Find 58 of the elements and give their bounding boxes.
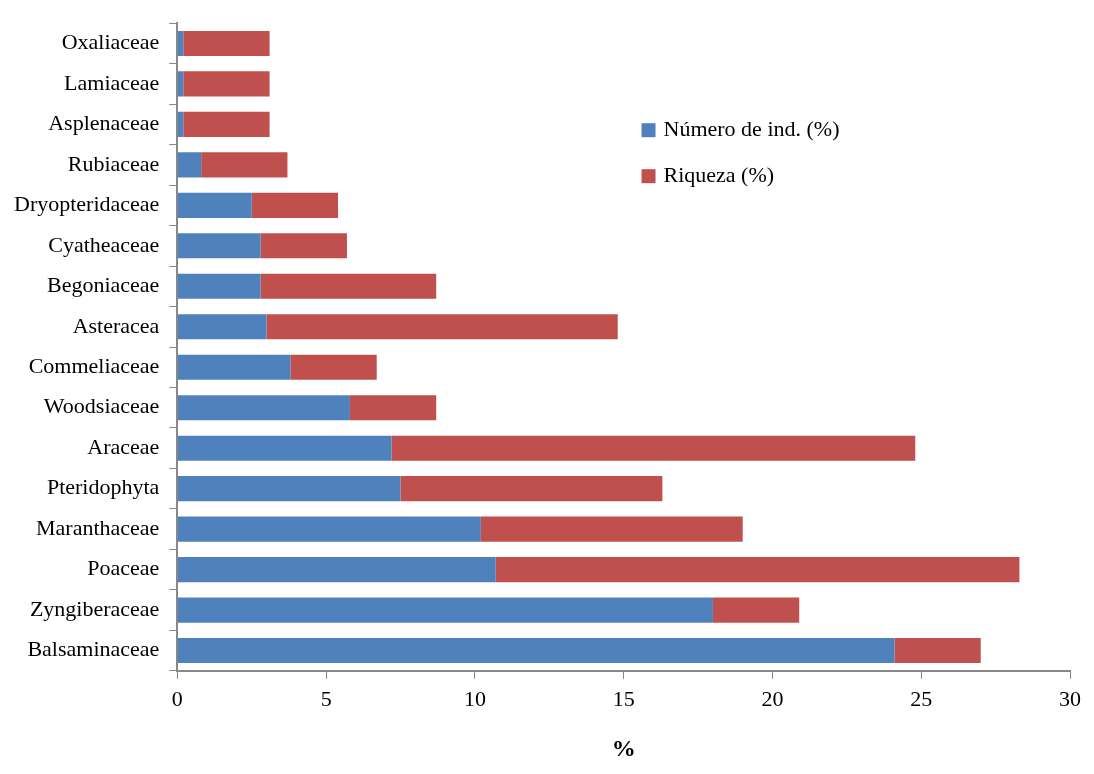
bar [177, 71, 184, 97]
bar [177, 273, 261, 299]
x-tick-label: 10 [463, 685, 486, 711]
y-tick-label: Asteracea [72, 312, 160, 338]
y-tick-label: Commeliaceae [28, 353, 160, 379]
bar [260, 233, 347, 259]
bar [495, 557, 1020, 583]
bar [290, 354, 377, 380]
bar [260, 273, 437, 299]
y-tick-label: Araceae [87, 433, 160, 459]
bar [183, 71, 270, 97]
bar [391, 435, 916, 461]
y-tick-label: Poaceae [87, 555, 160, 581]
bar [177, 314, 267, 340]
bar [177, 395, 350, 421]
bar [480, 516, 743, 542]
y-tick-label: Pteridophyta [46, 474, 160, 500]
bar [183, 30, 270, 56]
bar [177, 152, 202, 178]
legend-label: Número de ind. (%) [663, 115, 840, 141]
bar [894, 638, 981, 664]
x-tick-label: 20 [761, 685, 784, 711]
y-tick-label: Asplenaceae [48, 110, 160, 136]
legend-label: Riqueza (%) [663, 161, 775, 187]
bar [177, 192, 252, 218]
bar [266, 314, 618, 340]
y-tick-label: Rubiaceae [67, 150, 160, 176]
bar [177, 516, 481, 542]
bar [712, 597, 800, 623]
bar [183, 111, 270, 137]
bar [177, 233, 261, 259]
y-tick-label: Woodsiaceae [43, 393, 160, 419]
x-tick-label: 25 [910, 685, 933, 711]
bar [177, 597, 713, 623]
bar [177, 111, 184, 137]
y-tick-label: Zyngiberaceae [29, 595, 160, 621]
x-tick-label: 0 [171, 685, 183, 711]
bar [177, 638, 895, 664]
y-tick-label: Cyatheaceae [48, 231, 160, 257]
bar [177, 435, 392, 461]
y-tick-label: Maranthaceae [35, 514, 160, 540]
bar [177, 354, 291, 380]
x-tick-label: 30 [1059, 685, 1081, 711]
bar [251, 192, 339, 218]
y-tick-label: Begoniaceae [46, 272, 160, 298]
y-tick-label: Oxaliaceae [61, 29, 160, 55]
y-tick-label: Dryopteridaceae [13, 191, 160, 217]
bar [177, 557, 496, 583]
x-tick-label: 5 [320, 685, 332, 711]
y-tick-label: Balsaminaceae [27, 636, 160, 662]
bar [177, 476, 401, 502]
bar [349, 395, 437, 421]
bar [201, 152, 288, 178]
bar [177, 30, 184, 56]
y-tick-label: Lamiaceae [64, 69, 160, 95]
x-tick-label: 15 [612, 685, 635, 711]
bar [400, 476, 663, 502]
x-axis-title: % [611, 734, 636, 761]
